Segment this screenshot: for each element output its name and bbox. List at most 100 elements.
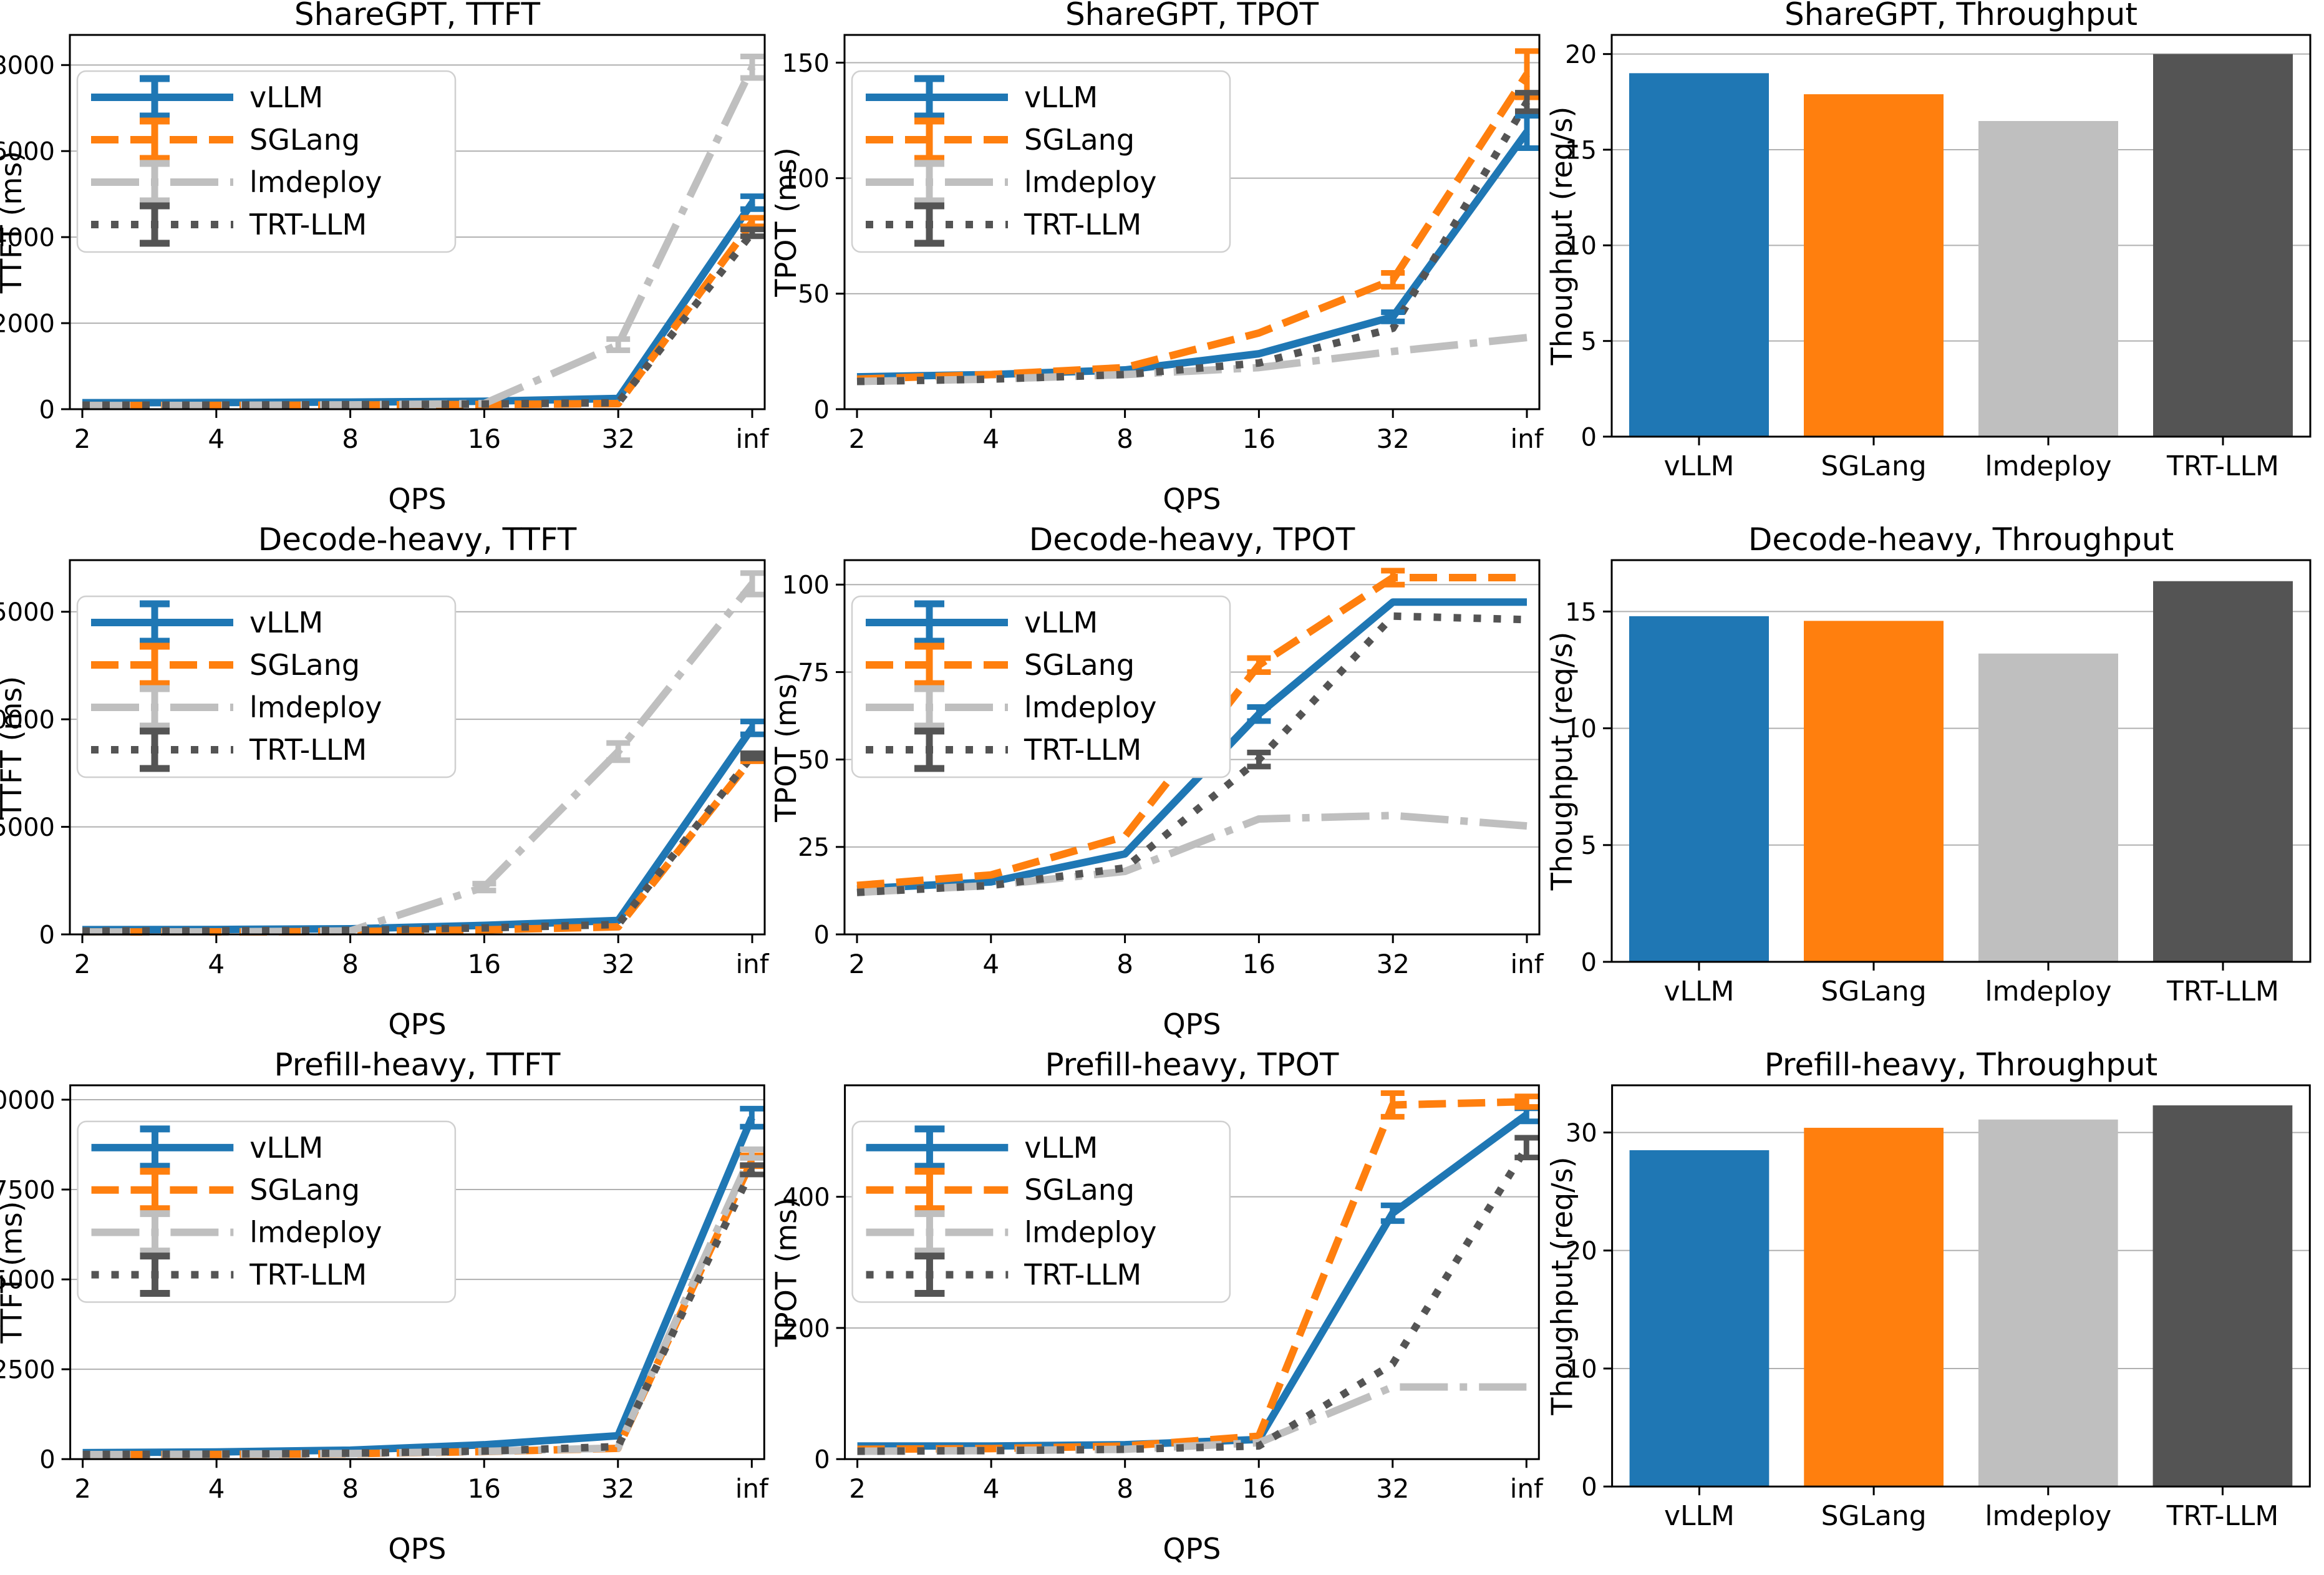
y-tick-label: 150 [782, 49, 830, 78]
x-tick-label: 32 [601, 424, 634, 454]
y-tick-label: 30 [1566, 1119, 1597, 1148]
errorbar-trt-llm [1515, 90, 1539, 114]
chart-title: ShareGPT, TTFT [294, 0, 541, 32]
chart-title: ShareGPT, TPOT [1065, 0, 1319, 32]
legend-item-lmdeploy: lmdeploy [866, 160, 1156, 205]
errorbar-lmdeploy [740, 1146, 764, 1161]
x-tick-label: 16 [1242, 949, 1276, 979]
y-tick-label: 10 [1565, 232, 1597, 261]
legend-item-trt-llm: TRT-LLM [91, 1253, 367, 1297]
y-tick-label: 0 [39, 1446, 55, 1475]
legend-item-sglang: SGLang [866, 117, 1135, 162]
y-tick-label: 4000 [0, 224, 55, 253]
x-tick-label: SGLang [1821, 450, 1926, 482]
x-tick-label: lmdeploy [1985, 450, 2111, 482]
errorbar-trt-llm [1514, 1135, 1539, 1161]
y-tick-label: 0 [814, 1446, 830, 1475]
x-tick-label: 2 [849, 1473, 866, 1504]
errorbar-vllm [1514, 1105, 1539, 1125]
legend-label: SGLang [249, 648, 360, 682]
legend-item-lmdeploy: lmdeploy [91, 160, 382, 205]
errorbar-vllm [1380, 1202, 1405, 1224]
x-tick-label: 32 [1376, 1473, 1409, 1504]
legend-item-sglang: SGLang [866, 1168, 1135, 1213]
y-tick-label: 2000 [0, 309, 55, 338]
x-tick-label: 2 [74, 949, 91, 979]
legend-box [76, 595, 457, 778]
subplot-decode-heavy-tpot: 0 25 50 75 100 2 4 8 16 32 inf Decode-heavy, TPOT QP… [775, 525, 1549, 1050]
x-axis-label: QPS [1163, 1532, 1221, 1566]
x-tick-label: vLLM [1663, 976, 1734, 1007]
axes-spines [1610, 34, 2312, 438]
bar-trt-llm [2153, 54, 2293, 437]
x-tick-label: 16 [1242, 424, 1276, 454]
x-tick-label: 4 [208, 1473, 225, 1504]
y-tick-label: 8000 [0, 52, 55, 80]
y-tick-label: 0 [39, 921, 55, 949]
axes-spines [1611, 1084, 2311, 1488]
legend-label: SGLang [249, 1173, 360, 1207]
legend-item-vllm: vLLM [866, 600, 1098, 645]
x-tick-label: 8 [1116, 949, 1133, 979]
legend-label: SGLang [1024, 123, 1135, 157]
y-axis-label: TPOT (ms) [775, 147, 803, 297]
x-tick-label: SGLang [1821, 1500, 1927, 1532]
x-tick-label: 32 [601, 949, 634, 979]
legend: vLLM SGLang lmdeploy TRT-LLM [76, 595, 457, 778]
chart-title: Decode-heavy, TPOT [1029, 525, 1355, 558]
x-tick-label: SGLang [1821, 976, 1926, 1007]
bar-lmdeploy [1978, 121, 2118, 437]
y-tick-label: 2500 [0, 1356, 56, 1385]
y-tick-label: 200 [782, 1314, 830, 1343]
errorbar-trt-llm [740, 750, 764, 762]
chart-prefill-heavy-tpot: 0 200 400 2 4 8 16 32 inf Prefill-heavy, TPOT QPS T… [775, 1050, 1544, 1566]
chart-title: Decode-heavy, TTFT [258, 525, 577, 558]
errorbar-vllm [740, 1105, 764, 1130]
errorbar-lmdeploy [740, 570, 764, 598]
x-tick-label: 2 [849, 424, 866, 454]
chart-title: Prefill-heavy, TTFT [274, 1050, 560, 1083]
errorbar-trt-llm [1247, 749, 1271, 770]
legend: vLLM SGLang lmdeploy TRT-LLM [851, 1120, 1231, 1303]
chart-title: ShareGPT, Throughput [1784, 0, 2138, 32]
x-tick-label: TRT-LLM [2166, 1500, 2279, 1532]
subplot-sharegpt-tpot: 0 50 100 150 2 4 8 16 32 inf ShareGPT, TPOT QPS TPOT… [775, 0, 1549, 525]
y-tick-label: 5 [1581, 327, 1597, 356]
legend-item-sglang: SGLang [91, 117, 360, 162]
errorbar-vllm [1381, 309, 1405, 324]
series-line-trt-llm [82, 754, 755, 935]
legend-item-vllm: vLLM [91, 600, 323, 645]
y-tick-label: 15 [1565, 136, 1597, 165]
x-tick-label: 16 [1242, 1473, 1276, 1504]
legend-item-sglang: SGLang [91, 642, 360, 687]
legend-item-sglang: SGLang [91, 1168, 360, 1213]
x-tick-label: TRT-LLM [2166, 976, 2279, 1007]
bar-trt-llm [2153, 581, 2293, 962]
bar-sglang [1804, 1128, 1944, 1487]
x-tick-label: lmdeploy [1985, 1500, 2111, 1532]
y-tick-label: 10 [1566, 1355, 1597, 1384]
x-tick-label: 8 [1116, 1473, 1133, 1504]
y-axis-label: TPOT (ms) [775, 672, 803, 822]
legend-box [851, 70, 1231, 253]
series-line-trt-llm [82, 230, 755, 409]
chart-sharegpt-ttft: 0 2000 4000 6000 8000 2 4 8 16 32 inf ShareGPT, TTF… [0, 0, 770, 516]
y-axis-label: Thoughput (req/s) [1549, 1156, 1579, 1415]
legend-box [77, 1120, 457, 1303]
x-tick-label: 16 [468, 1473, 501, 1504]
series-line-sglang [856, 574, 1527, 889]
legend-label: lmdeploy [1024, 691, 1156, 724]
legend-item-trt-llm: TRT-LLM [866, 1253, 1141, 1297]
errorbar-sglang [1381, 269, 1405, 290]
x-tick-label: 8 [1116, 424, 1133, 454]
legend-label: TRT-LLM [1024, 733, 1141, 767]
legend-label: SGLang [1024, 1173, 1135, 1207]
y-axis-label: TTFT (ms) [0, 676, 28, 819]
errorbar-sglang [1380, 1090, 1405, 1120]
legend-item-trt-llm: TRT-LLM [91, 202, 367, 247]
chart-title: Prefill-heavy, Throughput [1765, 1050, 2158, 1083]
chart-sharegpt-throughput: 0 5 10 15 20 vLLM SGLang lmdeploy TRT-LLM ShareGP… [1549, 0, 2312, 482]
